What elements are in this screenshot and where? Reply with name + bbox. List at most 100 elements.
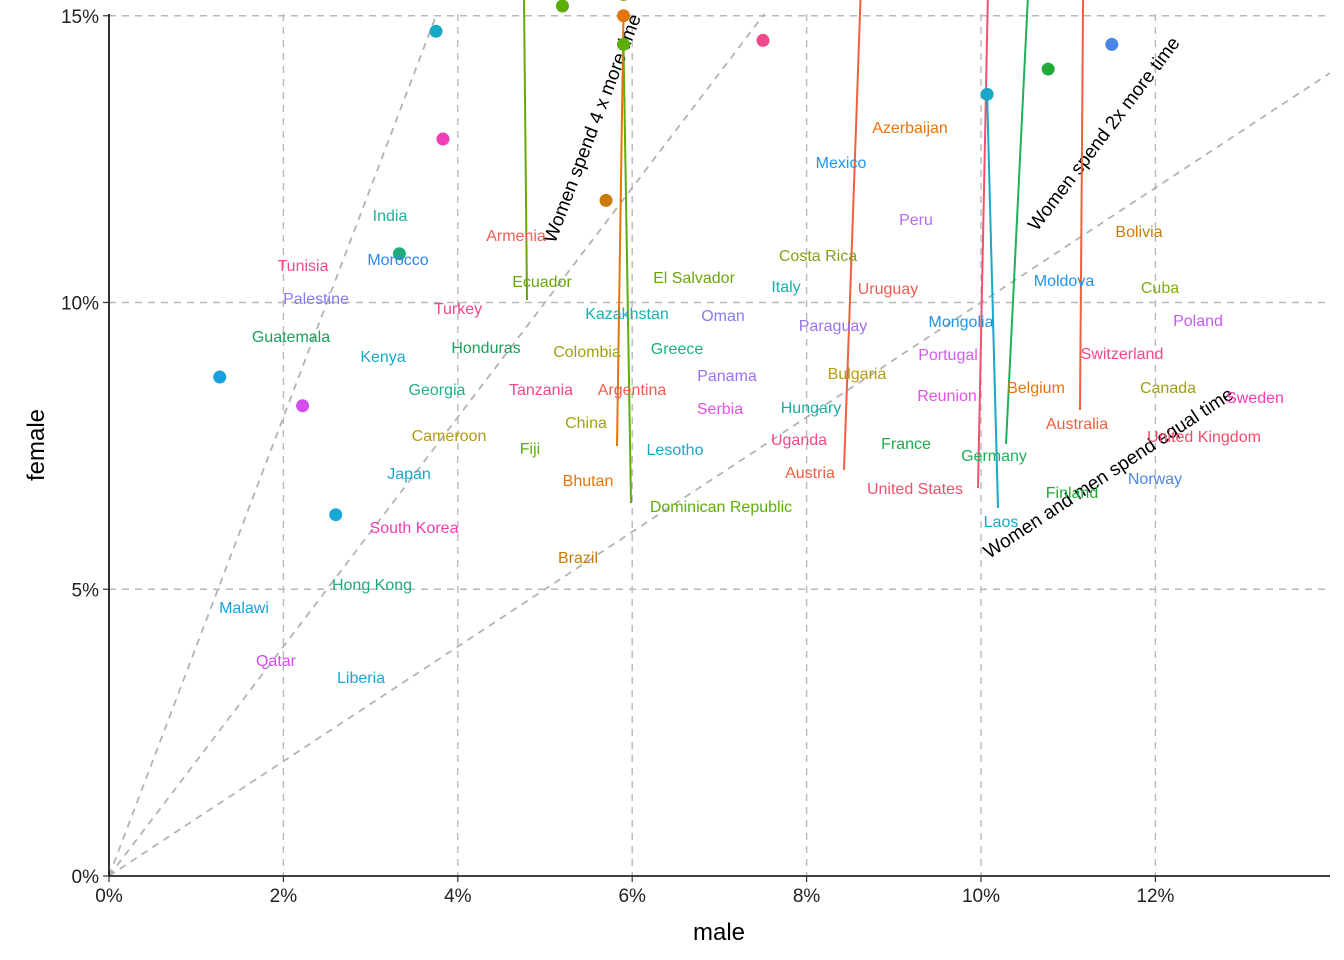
point-label: France bbox=[881, 436, 931, 453]
data-point bbox=[980, 87, 994, 101]
x-tick-label: 0% bbox=[95, 886, 123, 907]
point-labels: Azerbaijan Mexico Peru India Tunisia Armenia C… bbox=[219, 120, 1284, 687]
point-label: Morocco bbox=[367, 252, 428, 269]
point-label: Paraguay bbox=[799, 318, 868, 335]
label-leader bbox=[843, 0, 862, 471]
x-tick-label: 6% bbox=[618, 886, 646, 907]
data-point bbox=[756, 33, 770, 47]
point-label: United Kingdom bbox=[1147, 429, 1261, 446]
reference-line-label: Women spend 4 x more time bbox=[540, 12, 646, 246]
point-label: Bulgaria bbox=[828, 366, 887, 383]
point-label: Peru bbox=[899, 212, 933, 229]
point-label: Guatemala bbox=[252, 329, 330, 346]
data-point bbox=[392, 247, 406, 261]
x-tick-label: 10% bbox=[962, 886, 1000, 907]
x-tick-label: 8% bbox=[793, 886, 821, 907]
point-label: China bbox=[565, 415, 607, 432]
data-point bbox=[616, 9, 630, 23]
point-label: Liberia bbox=[337, 670, 385, 687]
point-label: Canada bbox=[1140, 380, 1196, 397]
point-label: Poland bbox=[1173, 313, 1223, 330]
point-label: Hungary bbox=[781, 400, 841, 417]
data-point bbox=[619, 0, 627, 2]
point-label: Kenya bbox=[360, 349, 405, 366]
point-label: Serbia bbox=[697, 401, 743, 418]
point-label: India bbox=[373, 208, 408, 225]
point-label: Germany bbox=[961, 448, 1027, 465]
point-label: Colombia bbox=[553, 344, 621, 361]
x-tick-label: 4% bbox=[444, 886, 472, 907]
point-label: Azerbaijan bbox=[872, 120, 948, 137]
point-label: Lesotho bbox=[647, 442, 704, 459]
point-label: El Salvador bbox=[653, 270, 735, 287]
y-tick-label: 10% bbox=[61, 294, 99, 315]
x-tick-label: 2% bbox=[270, 886, 298, 907]
point-label: Tunisia bbox=[278, 258, 329, 275]
point-label: South Korea bbox=[370, 520, 459, 537]
point-label: Finland bbox=[1046, 485, 1098, 502]
point-label: Fiji bbox=[520, 441, 540, 458]
point-label: Japan bbox=[387, 466, 431, 483]
point-label: Laos bbox=[984, 514, 1019, 531]
label-leader bbox=[1005, 0, 1029, 445]
y-tick-label: 5% bbox=[72, 580, 100, 601]
point-label: Argentina bbox=[598, 382, 667, 399]
point-label: Bhutan bbox=[563, 473, 614, 490]
point-label: Sweden bbox=[1226, 390, 1284, 407]
point-label: Malawi bbox=[219, 600, 269, 617]
point-label: Italy bbox=[771, 279, 800, 296]
label-leader bbox=[977, 0, 989, 489]
data-point bbox=[436, 132, 450, 146]
y-tick-label: 15% bbox=[61, 7, 99, 28]
point-label: Uruguay bbox=[858, 281, 918, 298]
point-label: Bolivia bbox=[1115, 224, 1162, 241]
y-tick-label: 0% bbox=[72, 867, 100, 888]
point-label: Australia bbox=[1046, 416, 1108, 433]
point-label: Brazil bbox=[558, 550, 598, 567]
label-leader bbox=[986, 94, 999, 509]
point-label: Uganda bbox=[771, 432, 827, 449]
data-point bbox=[429, 24, 443, 38]
point-label: Honduras bbox=[451, 340, 520, 357]
point-label: Palestine bbox=[283, 291, 349, 308]
point-label: Norway bbox=[1128, 471, 1182, 488]
data-point bbox=[296, 399, 310, 413]
point-label: Panama bbox=[697, 368, 757, 385]
grid bbox=[109, 14, 1330, 876]
point-label: Cuba bbox=[1141, 280, 1179, 297]
point-label: Cameroon bbox=[412, 428, 487, 445]
data-point bbox=[1041, 62, 1055, 76]
point-label: Dominican Republic bbox=[650, 499, 792, 516]
reference-line bbox=[108, 13, 766, 877]
reference-line-label: Women and men spend equal time bbox=[980, 384, 1237, 563]
point-label: Greece bbox=[651, 341, 704, 358]
data-point bbox=[555, 0, 569, 13]
point-label: Oman bbox=[701, 308, 745, 325]
point-label: United States bbox=[867, 481, 963, 498]
axes: 0%2%4%6%8%10%12%0%5%10%15%20%25% bbox=[61, 7, 1330, 907]
data-point bbox=[599, 193, 613, 207]
point-label: Mexico bbox=[816, 155, 867, 172]
reference-line bbox=[108, 72, 1331, 877]
data-point bbox=[616, 37, 630, 51]
point-label: Moldova bbox=[1034, 273, 1095, 290]
label-leader bbox=[1079, 0, 1085, 411]
label-leader bbox=[523, 0, 528, 301]
label-leader bbox=[622, 44, 632, 504]
y-axis-title: female bbox=[23, 409, 50, 481]
label-leader bbox=[616, 15, 625, 447]
point-label: Ecuador bbox=[512, 274, 572, 291]
point-label: Hong Kong bbox=[332, 577, 412, 594]
data-point bbox=[329, 508, 343, 522]
point-label: Portugal bbox=[918, 347, 978, 364]
x-axis-title: male bbox=[693, 919, 745, 946]
point-label: Tanzania bbox=[509, 382, 573, 399]
point-label: Austria bbox=[785, 465, 835, 482]
point-label: Belgium bbox=[1007, 380, 1065, 397]
data-point bbox=[1105, 37, 1119, 51]
data-points bbox=[213, 0, 1119, 522]
point-label: Turkey bbox=[434, 301, 482, 318]
point-label: Qatar bbox=[256, 653, 297, 670]
point-label: Armenia bbox=[486, 228, 546, 245]
